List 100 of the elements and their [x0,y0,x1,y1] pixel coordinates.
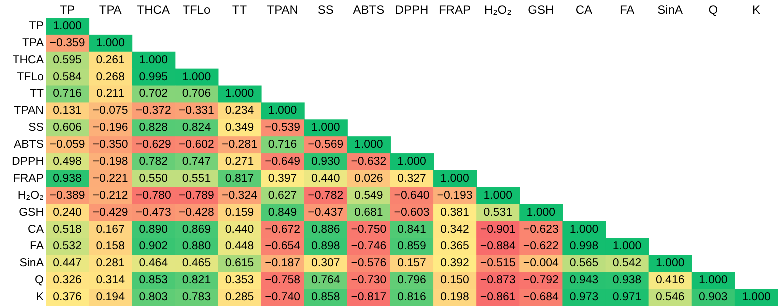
data-label: 0.971 [612,292,642,304]
data-label: −0.780 [136,190,172,202]
data-label: 0.448 [225,240,254,253]
data-label: −0.539 [265,122,301,134]
data-label: −0.622 [523,240,559,253]
y-tick-label: TFLo [17,71,44,84]
data-label: 0.859 [398,240,426,253]
data-label: −0.629 [136,139,172,152]
data-label: −0.569 [308,139,344,152]
data-label: −0.059 [50,139,86,152]
y-tick-label: Q [35,274,44,287]
data-label: 0.234 [225,105,255,118]
data-label: −0.730 [351,274,387,287]
x-tick-label: FRAP [439,3,472,17]
data-label: 0.943 [570,274,599,287]
x-tick-label: TPAN [267,3,298,17]
data-label: 0.803 [139,292,168,304]
data-label: −0.193 [437,190,473,202]
x-tick-label: DPPH [395,3,429,17]
y-tick-label: TP [29,20,44,32]
x-tick-label: H₂O₂ [484,3,512,17]
y-tick-label: GSH [19,206,44,219]
x-tick-label: THCA [137,3,170,17]
data-label: 0.998 [570,240,599,253]
data-label: 0.498 [53,156,82,168]
data-label: −0.884 [480,240,516,253]
data-label: 0.268 [96,71,125,84]
x-tick-label: TPA [99,3,122,17]
data-label: 0.824 [182,122,212,134]
data-label: 0.747 [182,156,212,168]
data-label: 0.782 [139,156,168,168]
data-label: 0.240 [53,206,82,219]
data-label: −0.576 [351,258,387,270]
data-label: −0.187 [265,258,301,270]
data-label: 0.796 [398,274,426,287]
data-label: 0.532 [53,240,82,253]
data-label: 1.000 [225,88,254,100]
y-tick-label: ABTS [14,139,44,152]
data-label: 1.000 [742,292,771,304]
data-label: −0.324 [222,190,258,202]
x-tick-label: TT [232,3,248,17]
data-label: 0.464 [139,258,169,270]
data-label: −0.782 [308,190,344,202]
data-label: 0.307 [311,258,340,270]
data-label: 0.542 [612,258,642,270]
data-label: −0.515 [480,258,516,270]
y-tick-label: SinA [20,258,44,270]
data-label: 0.518 [53,224,82,236]
data-label: 0.131 [53,105,82,118]
data-label: 0.447 [53,258,82,270]
x-tick-label: TP [60,3,76,17]
x-tick-label: SS [318,3,334,17]
data-label: 1.000 [570,224,599,236]
data-label: 0.326 [53,274,82,287]
data-label: −0.212 [92,190,128,202]
data-label: 0.549 [354,190,384,202]
data-label: −0.359 [50,37,86,50]
data-label: 0.271 [225,156,254,168]
data-label: 0.157 [398,258,426,270]
data-label: 0.167 [96,224,125,236]
data-label: 0.627 [268,190,298,202]
y-tick-label: FA [30,240,44,253]
x-tick-label: ABTS [353,3,385,17]
data-label: −0.473 [136,206,172,219]
data-label: 0.584 [53,71,83,84]
x-tick-label: K [752,3,760,17]
data-label: 0.158 [96,240,125,253]
data-label: −0.873 [480,274,516,287]
data-label: 0.995 [139,71,168,84]
data-label: 1.000 [440,172,470,185]
data-label: 0.397 [268,172,298,185]
data-label: −0.792 [523,274,559,287]
data-label: 1.000 [53,20,82,32]
data-label: −0.901 [480,224,516,236]
data-label: 0.821 [182,274,212,287]
data-label: −0.861 [480,292,516,304]
data-label: 0.828 [139,122,168,134]
data-label: 0.903 [699,292,728,304]
data-label: −0.196 [92,122,128,134]
data-label: 0.817 [225,172,254,185]
data-label: −0.429 [92,206,128,219]
data-label: 0.376 [53,292,82,304]
data-label: 0.681 [354,206,384,219]
data-label: 0.880 [182,240,212,253]
y-tick-label: SS [28,122,44,134]
x-tick-label: FA [620,3,635,17]
data-label: 0.930 [311,156,340,168]
data-label: −0.758 [265,274,301,287]
data-label: 0.702 [139,88,168,100]
data-label: 0.546 [656,292,685,304]
data-label: 0.159 [225,206,254,219]
data-label: 1.000 [139,54,168,66]
data-label: 0.565 [570,258,599,270]
y-tick-label: DPPH [12,156,44,168]
data-label: 0.858 [311,292,340,304]
data-label: 1.000 [182,71,212,84]
data-label: 0.938 [612,274,642,287]
data-label: −0.281 [222,139,258,152]
data-label: 1.000 [699,274,728,287]
y-tick-label: CA [28,224,44,236]
